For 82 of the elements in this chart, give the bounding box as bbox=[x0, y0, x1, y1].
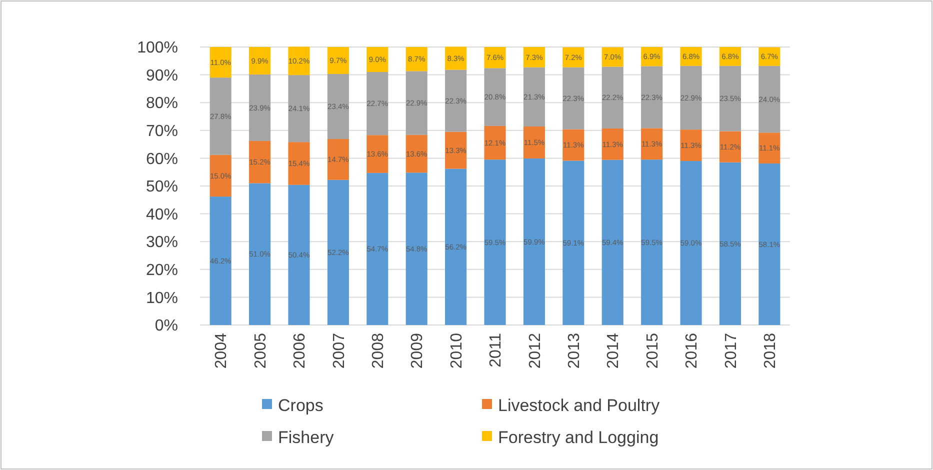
bar bbox=[523, 67, 545, 127]
bar bbox=[641, 128, 663, 160]
y-tick-label: 20% bbox=[146, 262, 178, 279]
bar bbox=[288, 142, 310, 185]
bar bbox=[249, 47, 271, 75]
bar bbox=[210, 78, 232, 155]
bar bbox=[406, 71, 428, 135]
bar bbox=[210, 47, 232, 78]
bar bbox=[445, 70, 467, 132]
x-tick-label: 2010 bbox=[448, 332, 466, 369]
bar bbox=[249, 74, 271, 141]
x-tick-label: 2007 bbox=[330, 332, 348, 369]
x-tick-label: 2011 bbox=[488, 332, 505, 368]
y-tick-label: 30% bbox=[146, 234, 178, 252]
bar bbox=[327, 139, 349, 180]
y-tick-label: 60% bbox=[146, 150, 178, 168]
x-tick-label: 2013 bbox=[566, 332, 584, 369]
bar bbox=[288, 75, 310, 142]
bar bbox=[719, 162, 741, 325]
bar bbox=[719, 131, 741, 162]
x-tick-label: 2017 bbox=[722, 332, 740, 369]
bar bbox=[445, 168, 467, 325]
bar bbox=[210, 196, 232, 325]
bar bbox=[641, 66, 663, 128]
bar bbox=[327, 74, 349, 140]
bar bbox=[680, 130, 702, 161]
bar bbox=[758, 132, 780, 164]
y-tick-label: 100% bbox=[137, 40, 178, 57]
x-tick-label: 2005 bbox=[252, 332, 270, 369]
y-tick-label: 10% bbox=[146, 290, 178, 307]
bar bbox=[210, 154, 232, 197]
bar bbox=[484, 68, 506, 126]
bar bbox=[484, 160, 506, 325]
y-tick-label: 90% bbox=[146, 67, 178, 84]
bar bbox=[602, 160, 624, 325]
bar bbox=[288, 46, 310, 76]
bar bbox=[562, 160, 584, 325]
bar bbox=[680, 66, 702, 130]
y-tick-label: 70% bbox=[146, 123, 178, 140]
bar bbox=[523, 126, 545, 158]
bar bbox=[406, 134, 428, 173]
bar bbox=[327, 47, 349, 74]
x-tick-label: 2014 bbox=[605, 332, 622, 369]
bar bbox=[641, 160, 663, 325]
bar bbox=[366, 172, 388, 325]
bar bbox=[758, 66, 780, 133]
bar bbox=[758, 163, 780, 325]
bar bbox=[249, 183, 271, 325]
bar bbox=[288, 184, 310, 325]
x-tick-label: 2016 bbox=[684, 332, 701, 369]
y-tick-label: 0% bbox=[154, 318, 178, 335]
x-tick-label: 2004 bbox=[213, 332, 230, 369]
bar bbox=[523, 158, 545, 325]
bar bbox=[562, 67, 584, 130]
y-tick-label: 80% bbox=[146, 95, 178, 112]
x-tick-label: 2015 bbox=[644, 332, 662, 369]
legend-label: Fishery bbox=[278, 428, 334, 447]
legend-label: Crops bbox=[278, 396, 324, 415]
bar bbox=[366, 72, 388, 136]
x-tick-label: 2018 bbox=[762, 332, 780, 369]
bar bbox=[562, 129, 584, 161]
bar bbox=[406, 172, 428, 325]
bar bbox=[327, 180, 349, 325]
bar bbox=[523, 47, 545, 68]
x-tick-label: 2012 bbox=[526, 332, 544, 369]
bar bbox=[484, 47, 506, 68]
x-tick-label: 2008 bbox=[370, 332, 387, 369]
bar bbox=[249, 140, 271, 184]
y-tick-label: 50% bbox=[146, 178, 178, 196]
bar bbox=[602, 66, 624, 128]
x-tick-label: 2006 bbox=[292, 332, 309, 369]
x-tick-label: 2009 bbox=[409, 332, 426, 369]
bar bbox=[445, 132, 467, 169]
bar bbox=[680, 160, 702, 325]
legend-label: Forestry and Logging bbox=[498, 428, 659, 447]
y-tick-label: 40% bbox=[146, 206, 178, 224]
bar bbox=[484, 126, 506, 160]
bar bbox=[366, 135, 388, 173]
legend-label: Livestock and Poultry bbox=[498, 396, 660, 415]
bar bbox=[719, 66, 741, 132]
bar bbox=[602, 128, 624, 160]
bar bbox=[445, 46, 467, 70]
